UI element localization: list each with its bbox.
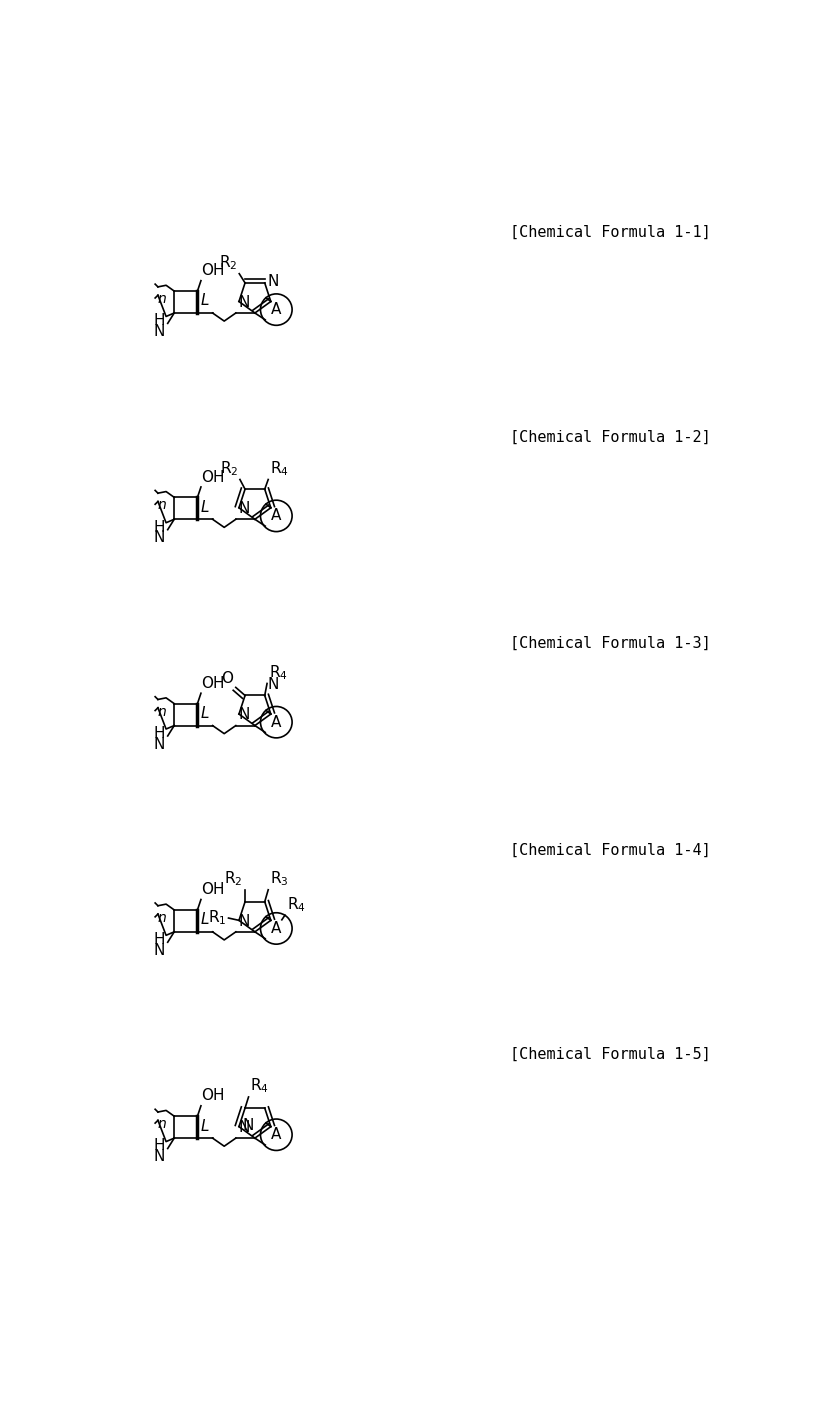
Text: N: N: [153, 530, 164, 546]
Text: R$_2$: R$_2$: [220, 460, 239, 478]
Text: R$_4$: R$_4$: [269, 460, 289, 478]
Text: $n$: $n$: [157, 1117, 167, 1131]
Text: OH: OH: [201, 1089, 225, 1104]
Text: R$_2$: R$_2$: [219, 254, 238, 272]
Text: N: N: [153, 737, 164, 752]
Text: H: H: [153, 726, 164, 740]
Text: R$_4$: R$_4$: [287, 895, 305, 914]
Text: $n$: $n$: [157, 911, 167, 925]
Text: N: N: [239, 1120, 250, 1135]
Text: L: L: [201, 293, 209, 309]
Text: A: A: [271, 1127, 282, 1142]
Text: A: A: [271, 715, 282, 729]
Text: N: N: [153, 324, 164, 340]
Text: [Chemical Formula 1-4]: [Chemical Formula 1-4]: [510, 842, 711, 857]
Text: N: N: [242, 1118, 253, 1132]
Text: R$_3$: R$_3$: [269, 870, 288, 888]
Text: [Chemical Formula 1-5]: [Chemical Formula 1-5]: [510, 1046, 711, 1062]
Text: [Chemical Formula 1-3]: [Chemical Formula 1-3]: [510, 636, 711, 651]
Text: OH: OH: [201, 675, 225, 691]
Text: L: L: [201, 499, 209, 515]
Text: OH: OH: [201, 264, 225, 278]
Text: H: H: [153, 313, 164, 329]
Text: N: N: [268, 677, 279, 692]
Text: N: N: [239, 501, 250, 516]
Text: $n$: $n$: [157, 292, 167, 306]
Text: R$_1$: R$_1$: [208, 908, 226, 926]
Text: $n$: $n$: [157, 499, 167, 512]
Text: OH: OH: [201, 470, 225, 485]
Text: [Chemical Formula 1-2]: [Chemical Formula 1-2]: [510, 430, 711, 446]
Text: [Chemical Formula 1-1]: [Chemical Formula 1-1]: [510, 224, 711, 240]
Text: L: L: [201, 912, 209, 928]
Text: N: N: [239, 708, 250, 722]
Text: H: H: [153, 932, 164, 948]
Text: L: L: [201, 706, 209, 721]
Text: $n$: $n$: [157, 705, 167, 719]
Text: A: A: [271, 509, 282, 523]
Text: H: H: [153, 519, 164, 534]
Text: L: L: [201, 1118, 209, 1134]
Text: N: N: [239, 295, 250, 310]
Text: N: N: [153, 943, 164, 957]
Text: N: N: [153, 1149, 164, 1165]
Text: A: A: [271, 302, 282, 317]
Text: N: N: [239, 914, 250, 929]
Text: O: O: [221, 671, 233, 685]
Text: R$_2$: R$_2$: [225, 870, 243, 888]
Text: A: A: [271, 921, 282, 936]
Text: H: H: [153, 1138, 164, 1153]
Text: OH: OH: [201, 883, 225, 897]
Text: R$_4$: R$_4$: [250, 1077, 269, 1096]
Text: R$_4$: R$_4$: [269, 663, 287, 682]
Text: N: N: [268, 274, 279, 289]
